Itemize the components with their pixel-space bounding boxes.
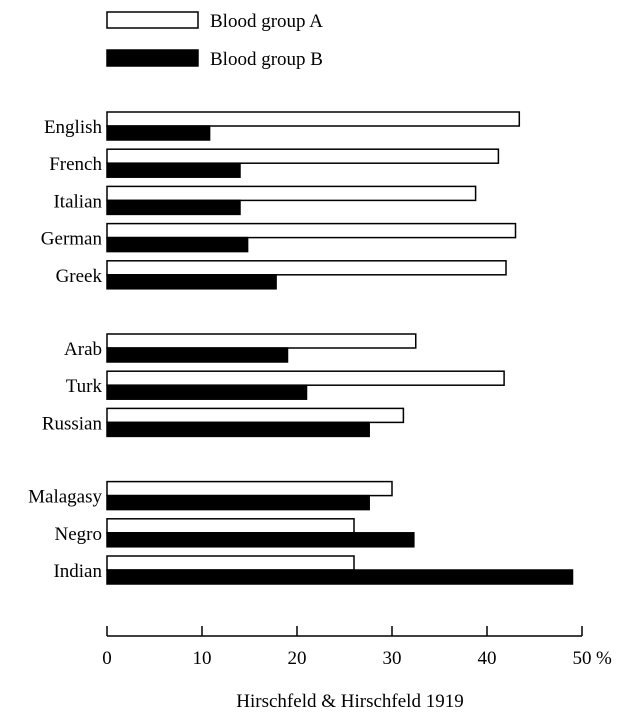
- legend-swatch-group-a: [106, 11, 199, 29]
- category-label-arab: Arab: [64, 339, 102, 360]
- bar-german-group-a: [106, 222, 517, 239]
- bar-malagasy-group-b: [106, 494, 370, 511]
- category-label-malagasy: Malagasy: [28, 487, 102, 508]
- category-label-indian: Indian: [53, 561, 102, 582]
- bar-greek-group-a: [106, 260, 507, 276]
- category-label-italian: Italian: [53, 191, 102, 212]
- bar-english-group-a: [106, 111, 521, 127]
- bar-english-group-b: [106, 125, 211, 141]
- category-label-russian: Russian: [42, 413, 103, 434]
- x-tick-label-30: 30: [383, 648, 402, 669]
- bar-turk-group-a: [106, 370, 505, 386]
- bar-arab-group-a: [106, 333, 417, 349]
- bar-german-group-b: [106, 236, 249, 253]
- legend: Blood group A Blood group B: [106, 11, 323, 70]
- x-tick-label-20: 20: [288, 648, 307, 669]
- bar-indian-group-a: [106, 555, 355, 571]
- legend-swatch-group-b: [106, 49, 199, 67]
- source-caption: Hirschfeld & Hirschfeld 1919: [236, 691, 463, 712]
- x-axis-unit: %: [596, 648, 612, 669]
- bar-malagasy-group-a: [106, 480, 393, 497]
- x-axis: 0 10 20 30 40 50%: [102, 626, 612, 669]
- category-label-french: French: [49, 154, 102, 175]
- bar-negro-group-a: [106, 518, 355, 534]
- x-tick-label-0: 0: [102, 648, 112, 669]
- bar-russian-group-a: [106, 407, 405, 424]
- bars-layer: English French Italian German Greek Arab Turk R…: [28, 111, 574, 585]
- bar-french-group-b: [106, 162, 241, 178]
- bar-greek-group-b: [106, 274, 277, 290]
- category-label-greek: Greek: [56, 266, 103, 287]
- bar-russian-group-b: [106, 421, 370, 438]
- bar-indian-group-b: [106, 569, 574, 585]
- bar-turk-group-b: [106, 384, 308, 400]
- legend-label-group-b: Blood group B: [210, 49, 323, 70]
- category-label-english: English: [44, 117, 103, 138]
- category-label-negro: Negro: [55, 524, 102, 545]
- legend-label-group-a: Blood group A: [210, 11, 323, 32]
- category-label-german: German: [41, 229, 103, 250]
- category-label-turk: Turk: [66, 376, 103, 397]
- bar-italian-group-a: [106, 185, 477, 202]
- bar-french-group-a: [106, 148, 500, 164]
- x-tick-label-50: 50: [573, 648, 592, 669]
- x-tick-label-10: 10: [193, 648, 212, 669]
- bar-italian-group-b: [106, 199, 241, 216]
- bar-arab-group-b: [106, 347, 289, 363]
- x-tick-label-40: 40: [478, 648, 497, 669]
- bar-negro-group-b: [106, 532, 415, 548]
